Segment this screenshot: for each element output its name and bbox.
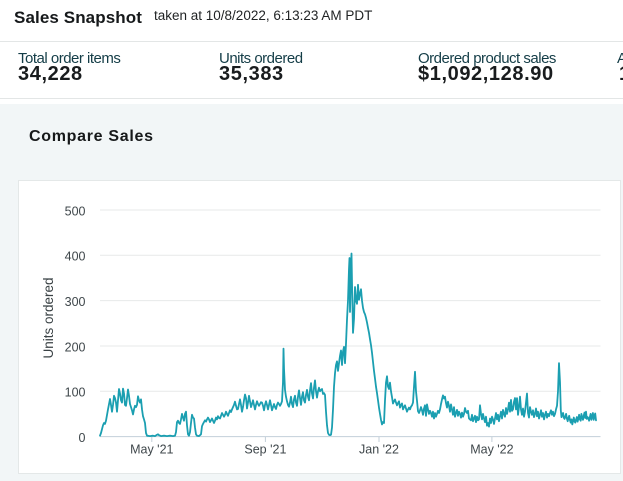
svg-text:500: 500: [65, 204, 86, 218]
svg-text:Units ordered: Units ordered: [41, 277, 56, 358]
svg-text:300: 300: [65, 295, 86, 309]
svg-text:100: 100: [65, 386, 86, 400]
svg-text:0: 0: [79, 431, 86, 445]
svg-text:400: 400: [65, 250, 86, 264]
svg-text:May '22: May '22: [470, 443, 513, 457]
svg-text:Jan '22: Jan '22: [359, 443, 399, 457]
svg-text:Sep '21: Sep '21: [244, 443, 286, 457]
svg-text:May '21: May '21: [130, 443, 173, 457]
svg-text:200: 200: [65, 340, 86, 354]
